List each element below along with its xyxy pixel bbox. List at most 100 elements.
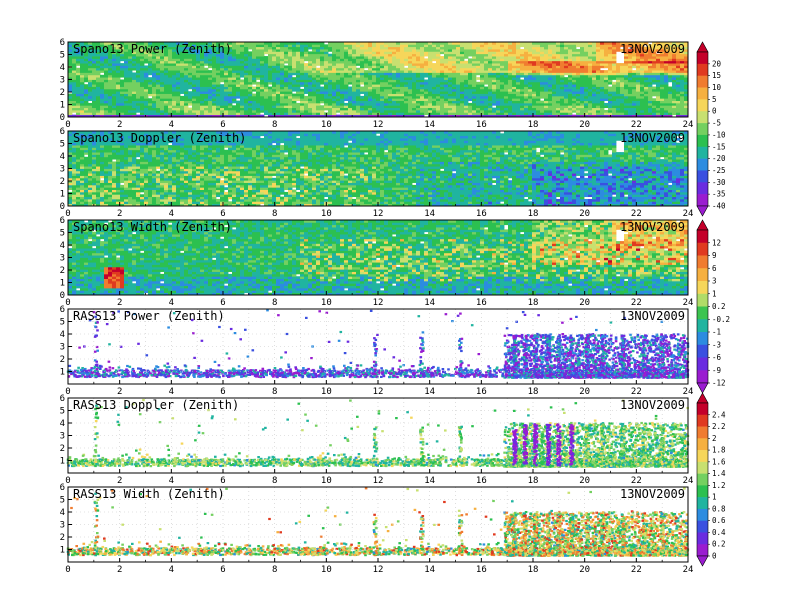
y-tick-label: 5 [60, 229, 65, 239]
x-tick-label: 24 [683, 476, 694, 486]
x-tick-label: 18 [528, 209, 539, 219]
x-tick-label: 0 [65, 565, 70, 575]
colorbar-tick-label: -40 [712, 202, 726, 211]
x-tick-label: 0 [65, 476, 70, 486]
x-tick-label: 4 [169, 120, 174, 130]
y-tick-label: 2 [60, 533, 65, 543]
colorbar-tick-label: -5 [712, 119, 721, 128]
colorbar-tick-label: -1 [712, 328, 721, 337]
y-tick-label: 0 [60, 113, 65, 123]
x-tick-label: 10 [321, 476, 332, 486]
x-tick-label: 10 [321, 120, 332, 130]
y-tick-label: 1 [60, 457, 65, 467]
x-tick-label: 6 [220, 298, 225, 308]
y-tick-label: 2 [60, 177, 65, 187]
y-tick-label: 5 [60, 51, 65, 61]
colorbar-tick-label: 12 [712, 238, 721, 247]
panel-date: 13NOV2009 [620, 220, 685, 234]
x-tick-label: 16 [476, 565, 487, 575]
y-tick-label: 5 [60, 496, 65, 506]
colorbar-tick-label: -6 [712, 353, 722, 362]
x-tick-label: 16 [476, 120, 487, 130]
x-tick-label: 6 [220, 476, 225, 486]
x-tick-label: 22 [631, 387, 642, 397]
x-tick-label: 12 [373, 476, 384, 486]
colorbar-tick-label: 1 [712, 493, 717, 502]
colorbar-tick-label: 0.4 [712, 528, 726, 537]
y-tick-label: 4 [60, 419, 65, 429]
colorbar-tick-label: -35 [712, 190, 726, 199]
colorbar-tick-label: -20 [712, 154, 726, 163]
x-tick-label: 6 [220, 209, 225, 219]
x-tick-label: 0 [65, 120, 70, 130]
colorbar-tick-label: 0 [712, 107, 717, 116]
x-tick-label: 6 [220, 120, 225, 130]
x-tick-label: 16 [476, 209, 487, 219]
x-tick-label: 24 [683, 209, 694, 219]
y-tick-label: 1 [60, 101, 65, 111]
y-tick-label: 3 [60, 521, 65, 531]
x-tick-label: 16 [476, 476, 487, 486]
colorbar-tick-label: 1.4 [712, 469, 726, 478]
panel-title: Spano13 Power (Zenith) [73, 42, 232, 56]
x-tick-label: 18 [528, 120, 539, 130]
x-tick-label: 14 [424, 565, 435, 575]
x-tick-label: 0 [65, 298, 70, 308]
y-tick-label: 2 [60, 355, 65, 365]
y-tick-label: 6 [60, 394, 65, 404]
colorbar-tick-label: 1.2 [712, 481, 726, 490]
colorbar-tick-label: 20 [712, 59, 722, 68]
panel-title: Spano13 Doppler (Zenith) [73, 131, 246, 145]
y-tick-label: 3 [60, 165, 65, 175]
panel-date: 13NOV2009 [620, 42, 685, 56]
x-tick-label: 4 [169, 298, 174, 308]
x-tick-label: 2 [117, 476, 122, 486]
x-tick-label: 22 [631, 565, 642, 575]
y-tick-label: 4 [60, 152, 65, 162]
y-tick-label: 3 [60, 432, 65, 442]
y-tick-label: 1 [60, 279, 65, 289]
y-tick-label: 6 [60, 127, 65, 137]
x-tick-label: 4 [169, 387, 174, 397]
colorbar-tick-label: 1 [712, 289, 717, 298]
colorbar-tick-label: 3 [712, 277, 717, 286]
x-tick-label: 8 [272, 387, 277, 397]
y-tick-label: 6 [60, 38, 65, 48]
x-tick-label: 18 [528, 387, 539, 397]
x-tick-label: 24 [683, 298, 694, 308]
y-tick-label: 5 [60, 318, 65, 328]
panel-date: 13NOV2009 [620, 309, 685, 323]
x-tick-label: 18 [528, 565, 539, 575]
y-tick-label: 5 [60, 140, 65, 150]
x-tick-label: 18 [528, 298, 539, 308]
x-tick-label: 6 [220, 565, 225, 575]
y-tick-label: 4 [60, 63, 65, 73]
colorbar-tick-label: 2.2 [712, 422, 726, 431]
colorbar-tick-label: 1.6 [712, 457, 726, 466]
colorbar-tick-label: 15 [712, 71, 721, 80]
y-tick-label: 1 [60, 190, 65, 200]
colorbar-tick-label: 5 [712, 95, 717, 104]
x-tick-label: 12 [373, 120, 384, 130]
y-tick-label: 6 [60, 305, 65, 315]
colorbar-tick-label: 0.2 [712, 302, 726, 311]
colorbar-tick-label: 2 [712, 434, 717, 443]
x-tick-label: 18 [528, 476, 539, 486]
x-tick-label: 20 [579, 298, 590, 308]
y-tick-label: 0 [60, 202, 65, 212]
colorbar-tick-label: -15 [712, 142, 726, 151]
x-tick-label: 2 [117, 387, 122, 397]
x-tick-label: 20 [579, 120, 590, 130]
colorbar-tick-label: -30 [712, 178, 726, 187]
x-tick-label: 2 [117, 120, 122, 130]
x-tick-label: 14 [424, 476, 435, 486]
y-tick-label: 6 [60, 483, 65, 493]
x-tick-label: 0 [65, 387, 70, 397]
x-tick-label: 14 [424, 209, 435, 219]
x-tick-label: 8 [272, 298, 277, 308]
x-tick-label: 22 [631, 120, 642, 130]
x-tick-label: 0 [65, 209, 70, 219]
